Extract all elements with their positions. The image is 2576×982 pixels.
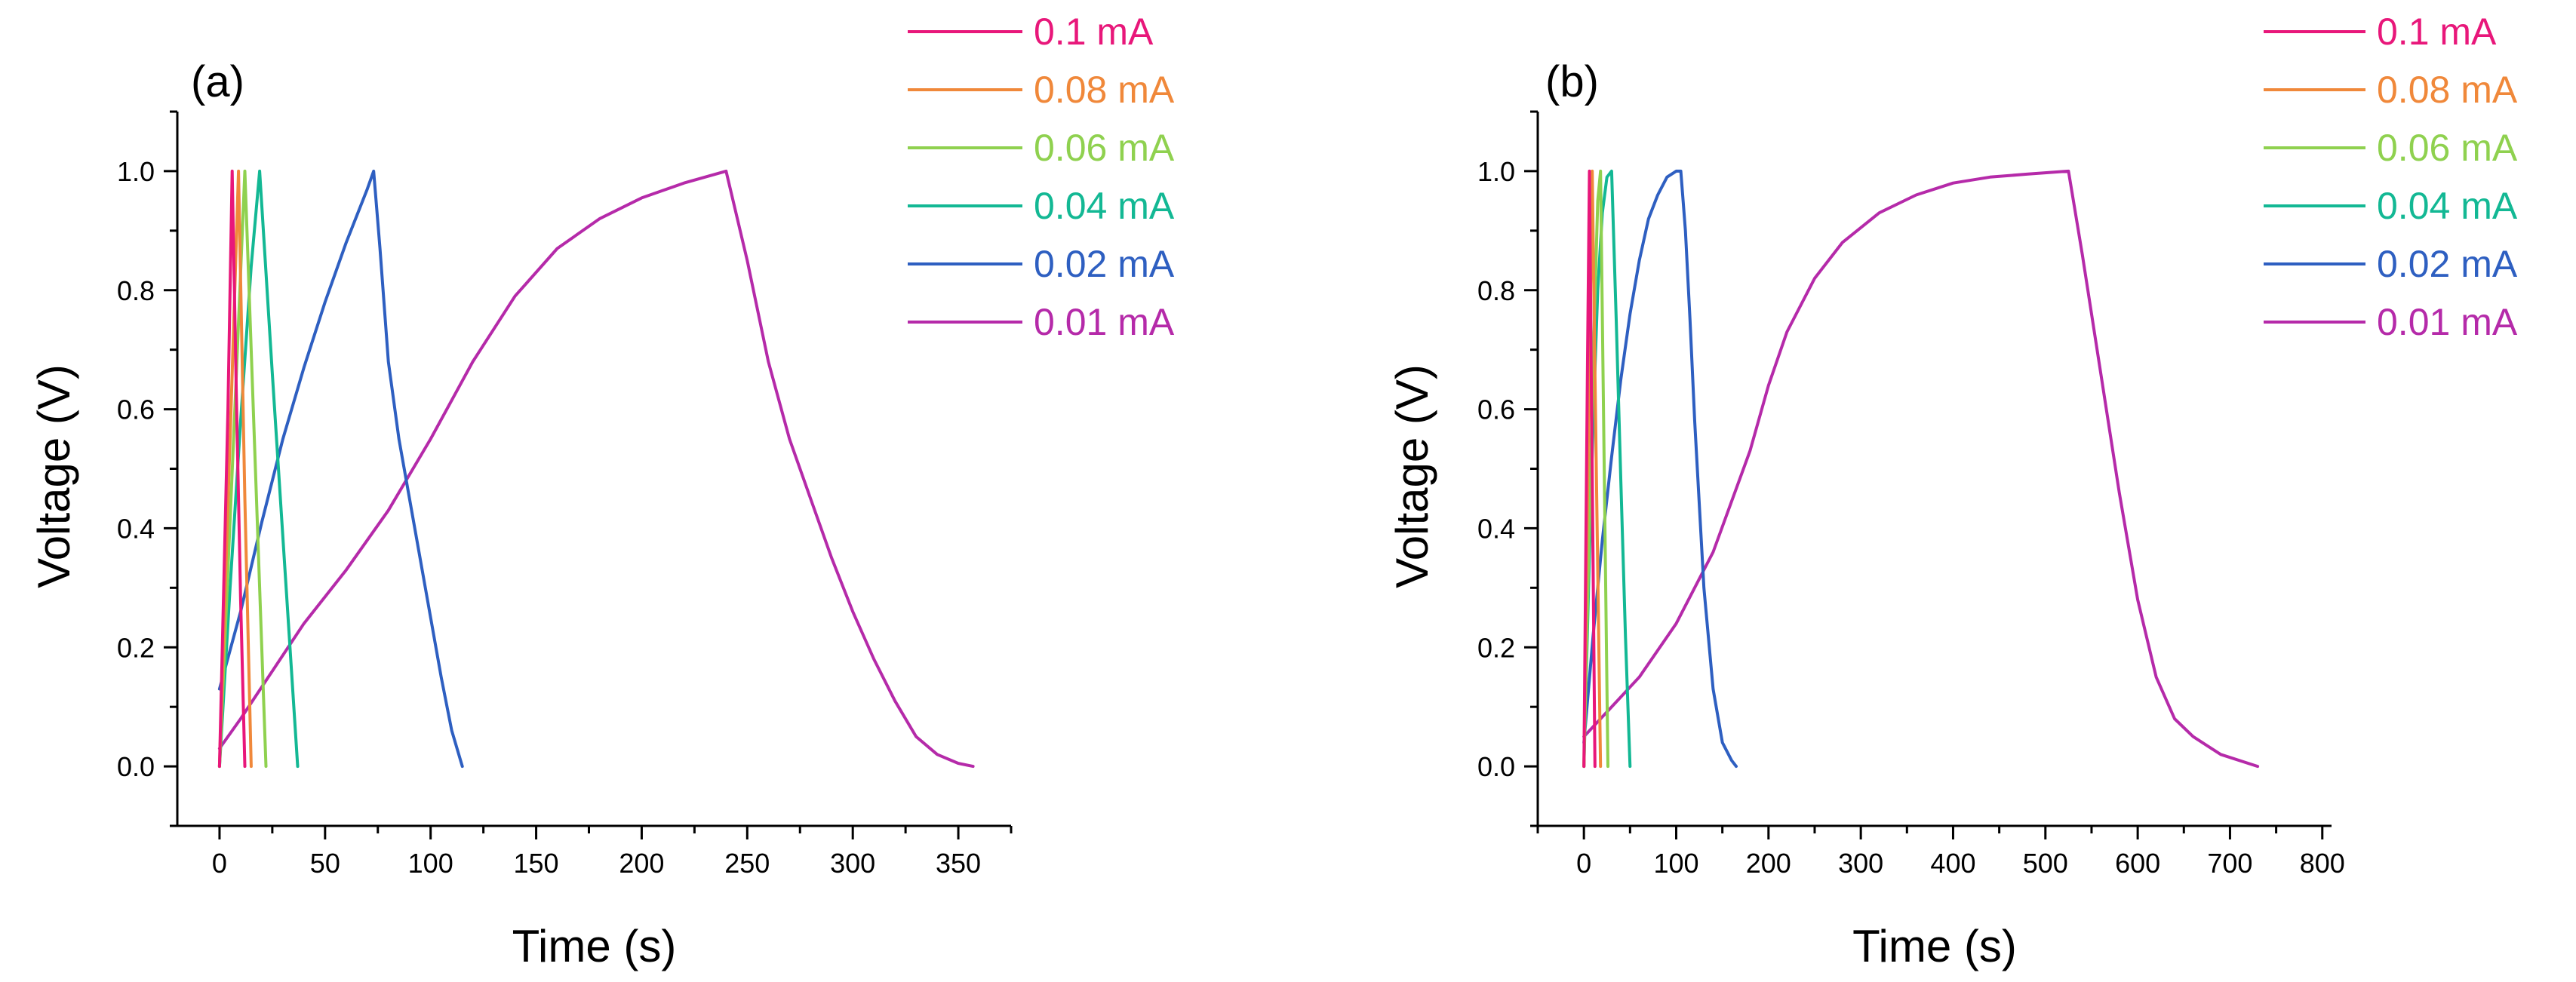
legend-label: 0.01 mA [2377, 301, 2518, 343]
y-tick-label: 0.0 [1477, 751, 1515, 782]
x-tick-label: 250 [724, 848, 770, 879]
series-line-0-02-ma [1582, 169, 1738, 769]
legend-label: 0.02 mA [2377, 243, 2518, 285]
legend: 0.1 mA 0.08 mA 0.06 mA 0.04 mA 0.02 mA 0.01 m… [2264, 11, 2518, 343]
y-tick-label: 1.0 [1477, 156, 1515, 187]
y-tick-label: 0.8 [1477, 275, 1515, 306]
x-tick-label: 0 [1576, 848, 1591, 879]
y-tick-label: 0.8 [117, 275, 155, 306]
series-lines [1582, 169, 2260, 769]
x-tick-label: 300 [830, 848, 875, 879]
x-tick-label: 50 [310, 848, 340, 879]
x-tick-label: 700 [2207, 848, 2252, 879]
legend-label: 0.08 mA [1034, 69, 1175, 111]
legend-label: 0.1 mA [1034, 11, 1154, 53]
series-lines [217, 169, 975, 769]
legend-label: 0.04 mA [1034, 185, 1175, 227]
x-tick-label: 600 [2115, 848, 2160, 879]
series-line-0-02-ma [217, 169, 464, 769]
x-axis-title: Time (s) [512, 921, 677, 971]
legend-label: 0.06 mA [2377, 127, 2518, 169]
x-axis-title: Time (s) [1852, 921, 2017, 971]
series-line-0-01-ma [1582, 169, 2260, 769]
legend-label: 0.01 mA [1034, 301, 1175, 343]
panel-label: (a) [191, 57, 244, 106]
x-tick-label: 150 [514, 848, 559, 879]
legend-label: 0.1 mA [2377, 11, 2497, 53]
x-tick-label: 350 [936, 848, 981, 879]
series-line-0-1-ma [1582, 169, 1597, 769]
y-tick-label: 0.2 [1477, 632, 1515, 663]
y-axis-title: Voltage (V) [1387, 364, 1437, 588]
y-tick-label: 0.2 [117, 632, 155, 663]
y-tick-label: 0.4 [117, 513, 155, 544]
x-tick-label: 0 [212, 848, 227, 879]
x-tick-label: 500 [2023, 848, 2068, 879]
series-line-0-1-ma [217, 169, 247, 769]
legend-label: 0.08 mA [2377, 69, 2518, 111]
y-tick-label: 0.4 [1477, 513, 1515, 544]
legend-label: 0.04 mA [2377, 185, 2518, 227]
x-tick-label: 200 [1746, 848, 1791, 879]
y-tick-label: 0.0 [117, 751, 155, 782]
series-line-0-06-ma [1582, 169, 1609, 769]
y-tick-label: 0.6 [1477, 394, 1515, 425]
y-tick-label: 1.0 [117, 156, 155, 187]
x-tick-label: 200 [619, 848, 664, 879]
panel-label: (b) [1545, 57, 1599, 106]
legend-label: 0.06 mA [1034, 127, 1175, 169]
y-tick-label: 0.6 [117, 394, 155, 425]
chart-panel-a: 0 50 100 150 200 250 300 350 0.0 0.2 0.4 0.6 0.8 1.0 T… [29, 11, 1175, 971]
y-axis-title: Voltage (V) [29, 364, 79, 588]
series-line-0-04-ma [217, 169, 300, 769]
x-tick-label: 400 [1930, 848, 1975, 879]
x-tick-label: 100 [408, 848, 453, 879]
x-tick-label: 100 [1653, 848, 1698, 879]
chart-panel-b: 0 100 200 300 400 500 600 700 800 0.0 0.2 0.4 0.6 0.8… [1387, 11, 2518, 971]
x-tick-label: 300 [1838, 848, 1883, 879]
legend: 0.1 mA 0.08 mA 0.06 mA 0.04 mA 0.02 mA 0.01 m… [908, 11, 1175, 343]
series-line-0-01-ma [217, 169, 975, 769]
legend-label: 0.02 mA [1034, 243, 1175, 285]
x-tick-label: 800 [2300, 848, 2345, 879]
